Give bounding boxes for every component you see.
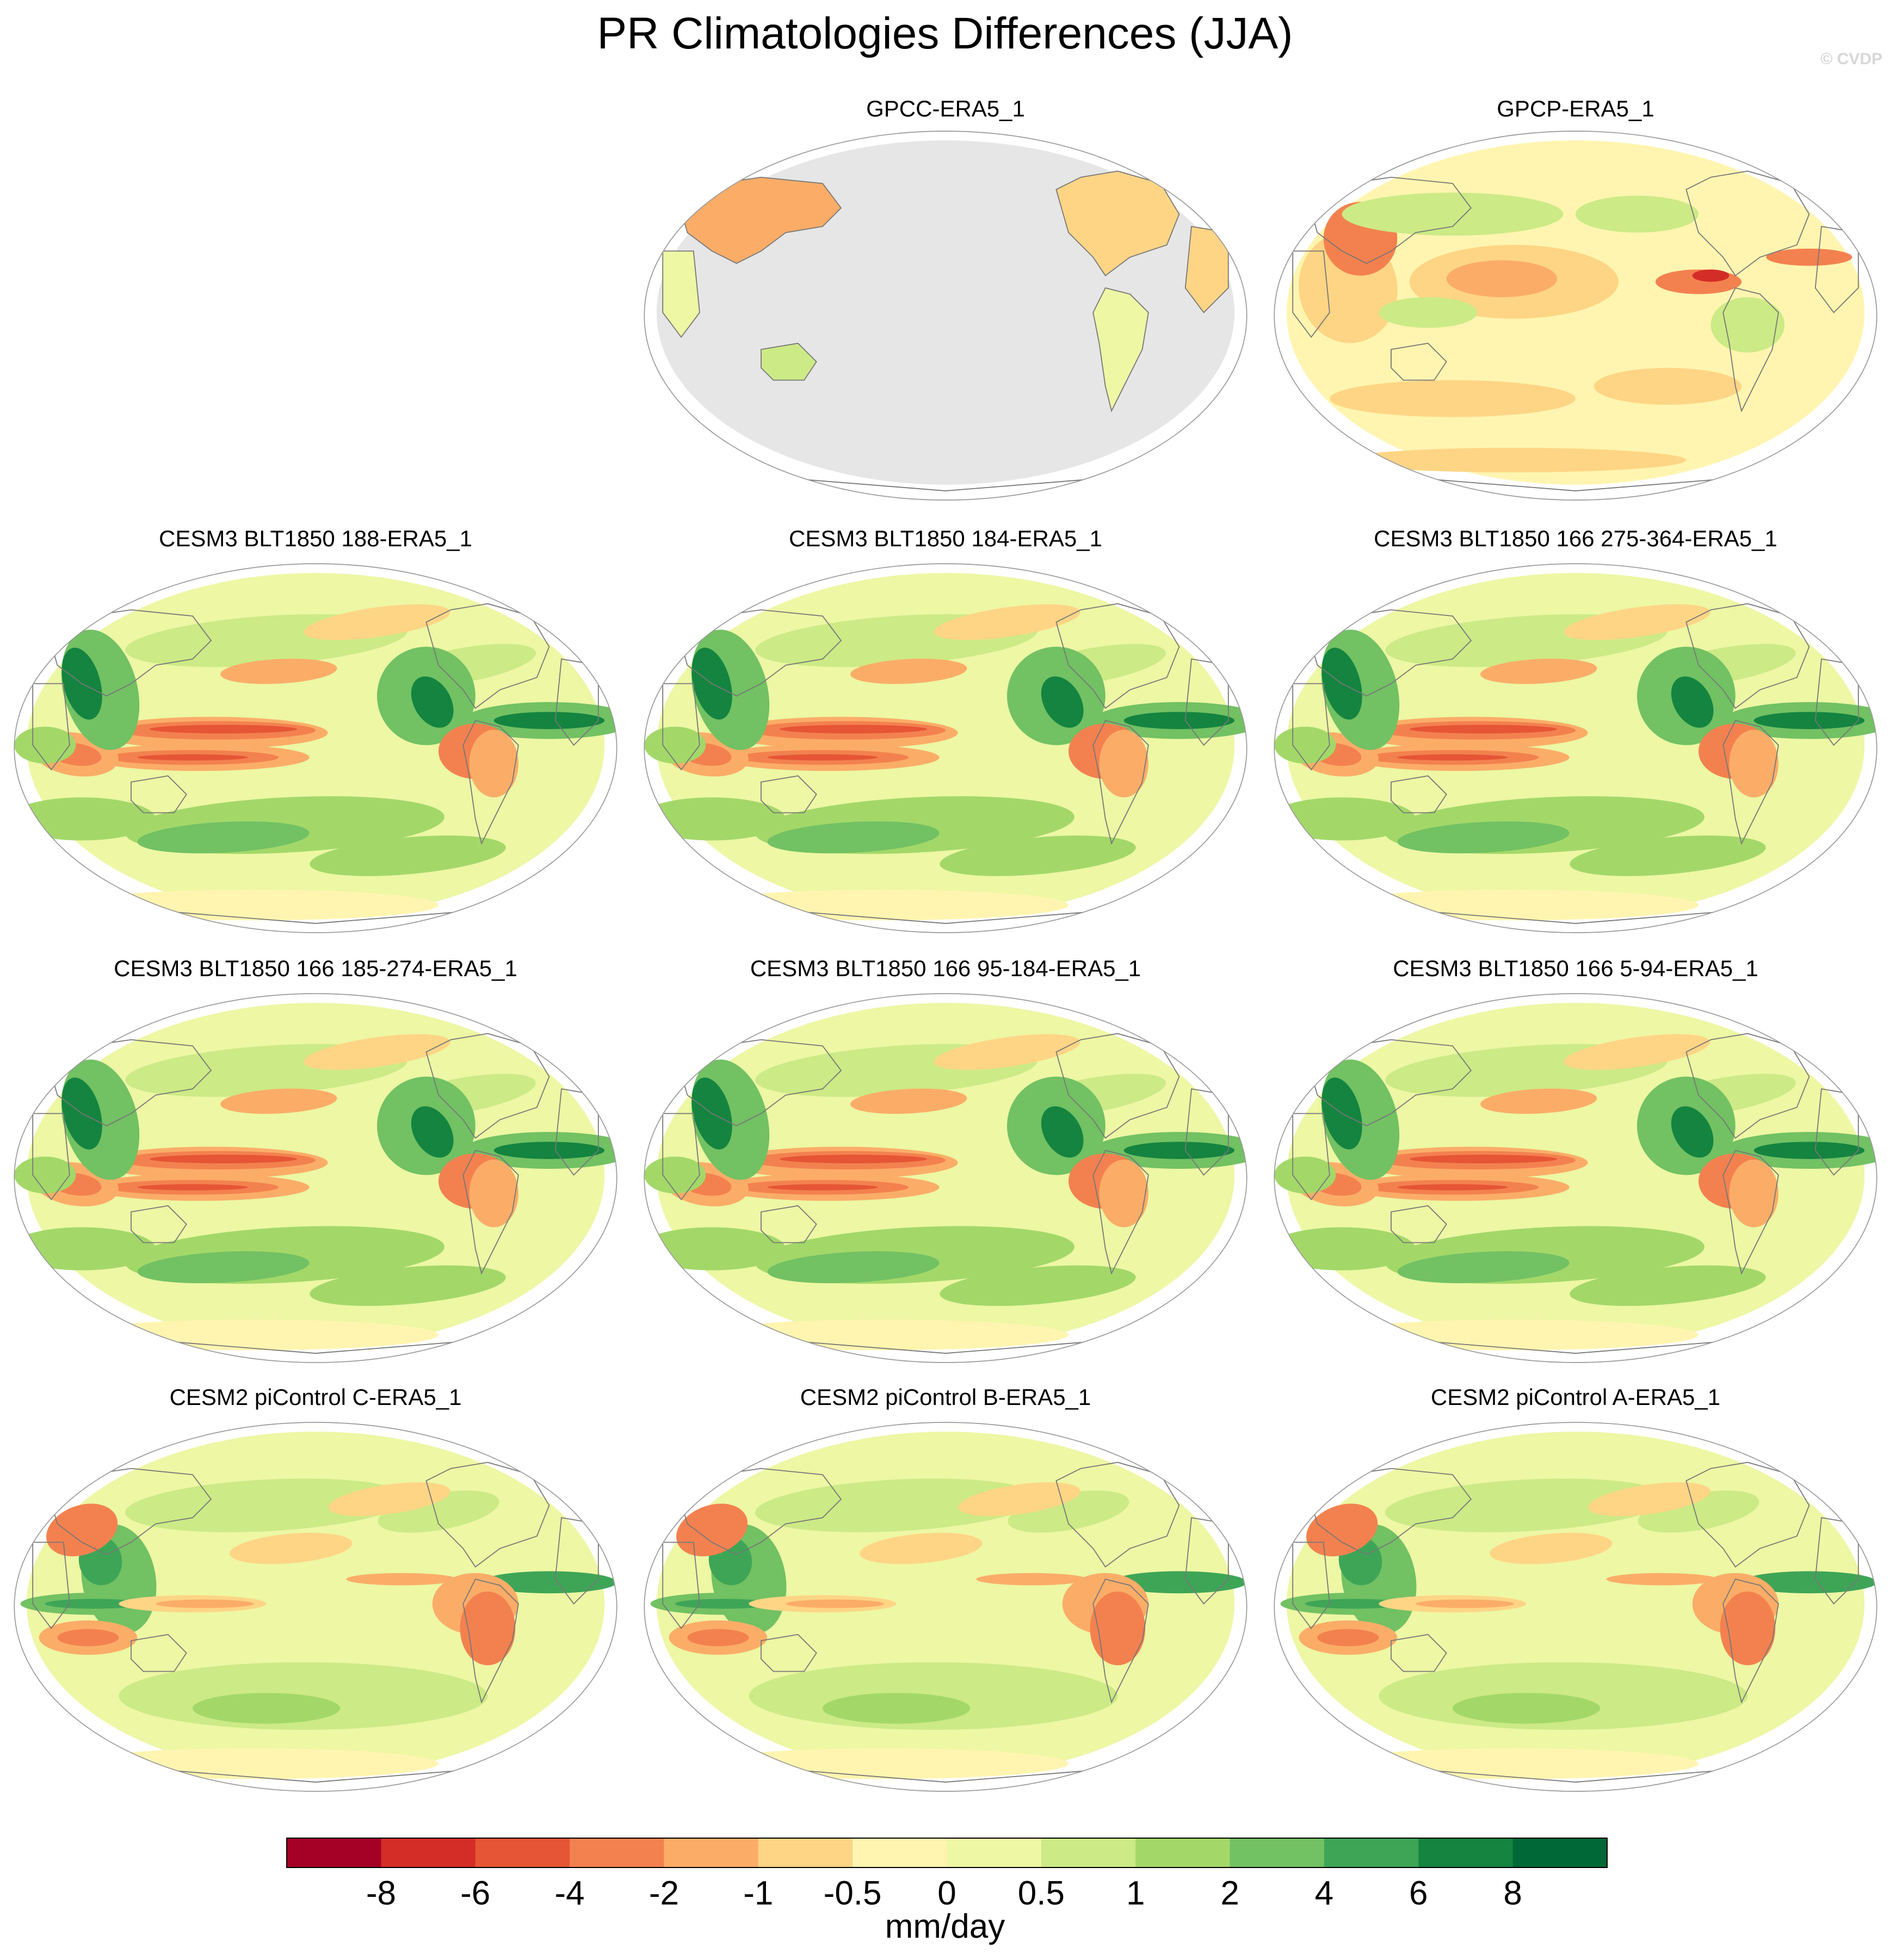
colorbar-tick-label: -4 <box>555 1875 585 1912</box>
colorbar-swatch <box>853 1838 948 1867</box>
panel-title: CESM3 BLT1850 184-ERA5_1 <box>789 526 1102 551</box>
colorbar-swatch <box>1041 1838 1136 1867</box>
colorbar-swatch <box>1512 1838 1608 1867</box>
map-panel <box>14 993 617 1363</box>
colorbar-swatch <box>1230 1838 1325 1867</box>
map-panel <box>14 563 617 933</box>
panel-title: CESM2 piControl C-ERA5_1 <box>169 1384 462 1410</box>
colorbar-tick-label: -8 <box>366 1875 396 1912</box>
map-panel <box>1274 563 1877 933</box>
colorbar-tick-label: 0.5 <box>1018 1875 1065 1912</box>
panel-title: CESM3 BLT1850 166 185-274-ERA5_1 <box>114 956 517 981</box>
map-panel <box>1274 1422 1877 1792</box>
map-panel <box>644 1422 1247 1792</box>
panel-title: CESM3 BLT1850 166 5-94-ERA5_1 <box>1393 956 1758 981</box>
colorbar-tick-label: 6 <box>1409 1875 1428 1912</box>
map-panel <box>644 563 1247 933</box>
map-panel <box>1274 993 1877 1363</box>
panel-title: CESM2 piControl B-ERA5_1 <box>800 1384 1091 1410</box>
panel-title: GPCP-ERA5_1 <box>1497 96 1654 121</box>
cvdp-watermark: © CVDP <box>1820 50 1882 68</box>
colorbar-tick-label: 2 <box>1220 1875 1239 1912</box>
colorbar-swatch <box>1135 1838 1231 1867</box>
colorbar-swatch <box>758 1838 853 1867</box>
panel-title: CESM3 BLT1850 166 275-364-ERA5_1 <box>1374 526 1777 551</box>
panel-title: GPCC-ERA5_1 <box>866 96 1025 121</box>
map-panel <box>14 1422 617 1792</box>
colorbar-swatch <box>947 1838 1042 1867</box>
panel-title: CESM3 BLT1850 166 95-184-ERA5_1 <box>750 956 1141 981</box>
figure-title: PR Climatologies Differences (JJA) <box>597 9 1293 58</box>
colorbar-tick-label: -2 <box>649 1875 679 1912</box>
colorbar-swatch <box>475 1838 570 1867</box>
map-panel <box>1274 131 1877 501</box>
colorbar-tick-label: 8 <box>1503 1875 1522 1912</box>
colorbar-tick-label: -0.5 <box>824 1875 882 1912</box>
colorbar-swatch <box>381 1838 476 1867</box>
map-panel <box>644 131 1247 501</box>
colorbar-tick-label: 0 <box>937 1875 956 1912</box>
colorbar-swatch <box>287 1838 381 1867</box>
colorbar-swatch <box>1418 1838 1514 1867</box>
colorbar-tick-label: 4 <box>1315 1875 1333 1912</box>
panel-title: CESM3 BLT1850 188-ERA5_1 <box>159 526 472 551</box>
colorbar-swatch <box>1324 1838 1419 1867</box>
map-panel <box>644 993 1247 1363</box>
panel-title: CESM2 piControl A-ERA5_1 <box>1430 1384 1721 1410</box>
colorbar-tick-label: -1 <box>743 1875 773 1912</box>
colorbar-tick-label: 1 <box>1126 1875 1145 1912</box>
colorbar-tick-label: -6 <box>460 1875 490 1912</box>
colorbar-swatch <box>664 1838 759 1867</box>
colorbar-swatch <box>570 1838 665 1867</box>
colorbar-units: mm/day <box>885 1908 1005 1945</box>
